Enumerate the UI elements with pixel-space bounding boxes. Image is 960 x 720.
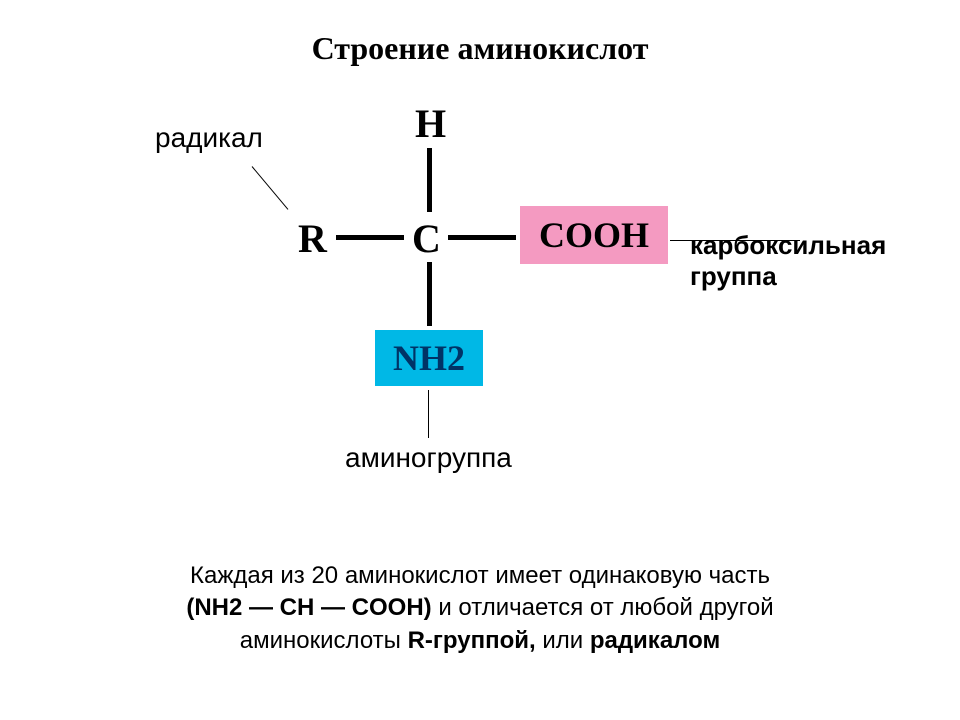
label-radical: радикал — [155, 122, 263, 154]
label-carboxyl-line1: карбоксильная — [690, 230, 886, 261]
cooh-box: COOH — [520, 206, 668, 264]
caption-l1: Каждая из 20 аминокислот имеет одинакову… — [190, 562, 770, 589]
nh2-text: NH2 — [393, 337, 465, 379]
caption-l2-bold: (NH2 — CH — COOH) — [186, 594, 431, 621]
caption-l3b: R-группой, — [408, 627, 536, 654]
callout-carboxyl — [670, 240, 800, 241]
amino-acid-diagram: H R C COOH NH2 радикал карбоксильная гру… — [150, 90, 810, 470]
atom-R: R — [298, 215, 327, 262]
bottom-caption: Каждая из 20 аминокислот имеет одинакову… — [0, 560, 960, 657]
caption-l3a: аминокислоты — [240, 627, 408, 654]
bond-right — [448, 235, 516, 240]
caption-l3d: радикалом — [590, 627, 720, 654]
atom-C: C — [412, 215, 441, 262]
atom-H: H — [415, 100, 446, 147]
caption-l2-rest: и отличается от любой другой — [432, 594, 774, 621]
cooh-text: COOH — [539, 214, 649, 256]
callout-radical — [252, 166, 289, 210]
label-carboxyl-line2: группа — [690, 261, 886, 292]
nh2-box: NH2 — [375, 330, 483, 386]
bond-top — [427, 148, 432, 212]
caption-l3c: или — [536, 627, 590, 654]
label-amino: аминогруппа — [345, 442, 512, 474]
page-title: Строение аминокислот — [0, 30, 960, 67]
bond-left — [336, 235, 404, 240]
callout-amino — [428, 390, 429, 438]
bond-bottom — [427, 262, 432, 326]
